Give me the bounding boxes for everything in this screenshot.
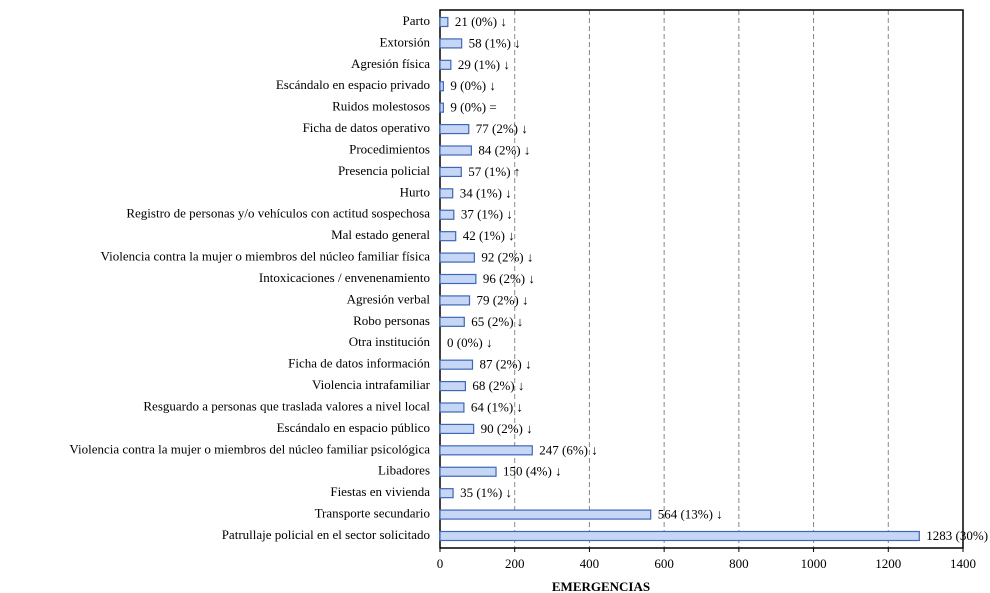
x-tick-label: 200: [505, 556, 525, 571]
bar: [439, 316, 465, 327]
data-label: 58 (1%) ↓: [469, 35, 521, 50]
x-axis-label: EMERGENCIAS: [552, 579, 650, 593]
x-tick-label: 1400: [950, 556, 976, 571]
y-tick-label: Procedimientos: [349, 141, 430, 156]
data-label: 87 (2%) ↓: [480, 357, 532, 372]
x-tick-label: 800: [729, 556, 749, 571]
bar: [439, 252, 475, 263]
data-label: 34 (1%) ↓: [460, 185, 512, 200]
bar: [439, 38, 463, 49]
y-tick-label: Robo personas: [353, 313, 430, 328]
data-label: 9 (0%) ↓: [450, 78, 496, 93]
data-label: 65 (2%) ↓: [471, 314, 523, 329]
y-tick-label: Ficha de datos operativo: [303, 120, 430, 135]
bar: [439, 16, 449, 28]
y-tick-label: Presencia policial: [338, 163, 430, 178]
bar: [439, 209, 455, 220]
y-tick-label: Resguardo a personas que traslada valore…: [143, 398, 430, 413]
y-tick-label: Patrullaje policial en el sector solicit…: [222, 527, 430, 542]
data-label: 79 (2%) ↓: [477, 292, 529, 307]
data-label: 68 (2%) ↓: [472, 378, 524, 393]
y-tick-label: Ruidos molestosos: [332, 99, 430, 114]
data-label: 77 (2%) ↓: [476, 121, 528, 136]
bar: [439, 166, 462, 178]
bar: [439, 423, 475, 435]
y-tick-label: Parto: [403, 13, 430, 28]
y-tick-label: Ficha de datos información: [288, 356, 430, 371]
bar: [439, 295, 471, 306]
y-tick-label: Intoxicaciones / envenenamiento: [259, 270, 430, 285]
y-tick-label: Hurto: [400, 184, 430, 199]
bar: [439, 102, 444, 113]
data-label: 1283 (30%) ↓: [926, 528, 990, 543]
bar: [439, 359, 474, 370]
data-label: 37 (1%) ↓: [461, 207, 513, 222]
data-label: 90 (2%) ↓: [481, 421, 533, 436]
data-label: 9 (0%) =: [450, 100, 496, 115]
data-label: 84 (2%) ↓: [478, 142, 530, 157]
bar: [439, 273, 477, 285]
y-tick-label: Agresión física: [351, 56, 430, 71]
y-tick-label: Escándalo en espacio privado: [276, 77, 430, 92]
y-tick-label: Otra institución: [349, 334, 431, 349]
bar: [439, 380, 467, 392]
bar: [439, 445, 533, 456]
bar: [439, 509, 652, 520]
bar: [439, 231, 457, 242]
bar: [439, 530, 920, 542]
y-tick-label: Violencia contra la mujer o miembros del…: [100, 249, 430, 264]
bar: [439, 145, 472, 156]
x-tick-label: 400: [580, 556, 600, 571]
y-tick-label: Violencia contra la mujer o miembros del…: [69, 441, 430, 456]
y-tick-label: Agresión verbal: [347, 291, 431, 306]
data-label: 150 (4%) ↓: [503, 464, 562, 479]
x-tick-label: 600: [654, 556, 674, 571]
data-label: 92 (2%) ↓: [481, 250, 533, 265]
data-label: 247 (6%) ↓: [539, 442, 598, 457]
bar: [439, 81, 444, 92]
data-label: 57 (1%) ↑: [468, 164, 520, 179]
bar: [439, 488, 454, 499]
y-tick-label: Registro de personas y/o vehículos con a…: [126, 206, 430, 221]
data-label: 96 (2%) ↓: [483, 271, 535, 286]
data-label: 29 (1%) ↓: [458, 57, 510, 72]
y-tick-label: Fiestas en vivienda: [330, 484, 430, 499]
data-label: 0 (0%) ↓: [447, 335, 493, 350]
bar: [439, 466, 497, 477]
bar: [439, 402, 465, 413]
data-label: 35 (1%) ↓: [460, 485, 512, 500]
data-label: 42 (1%) ↓: [463, 228, 515, 243]
x-tick-label: 1200: [875, 556, 901, 571]
y-tick-label: Escándalo en espacio público: [277, 420, 430, 435]
x-tick-label: 1000: [801, 556, 827, 571]
y-tick-label: Extorsión: [379, 34, 430, 49]
bar: [439, 188, 454, 199]
data-label: 564 (13%) ↓: [658, 507, 723, 522]
data-label: 64 (1%) ↓: [471, 399, 523, 414]
data-label: 21 (0%) ↓: [455, 14, 507, 29]
x-tick-label: 0: [437, 556, 444, 571]
y-tick-label: Violencia intrafamiliar: [312, 377, 431, 392]
y-tick-label: Mal estado general: [331, 227, 430, 242]
y-tick-label: Libadores: [378, 463, 430, 478]
bar: [439, 59, 452, 70]
bar: [439, 123, 470, 135]
y-tick-label: Transporte secundario: [315, 506, 430, 521]
